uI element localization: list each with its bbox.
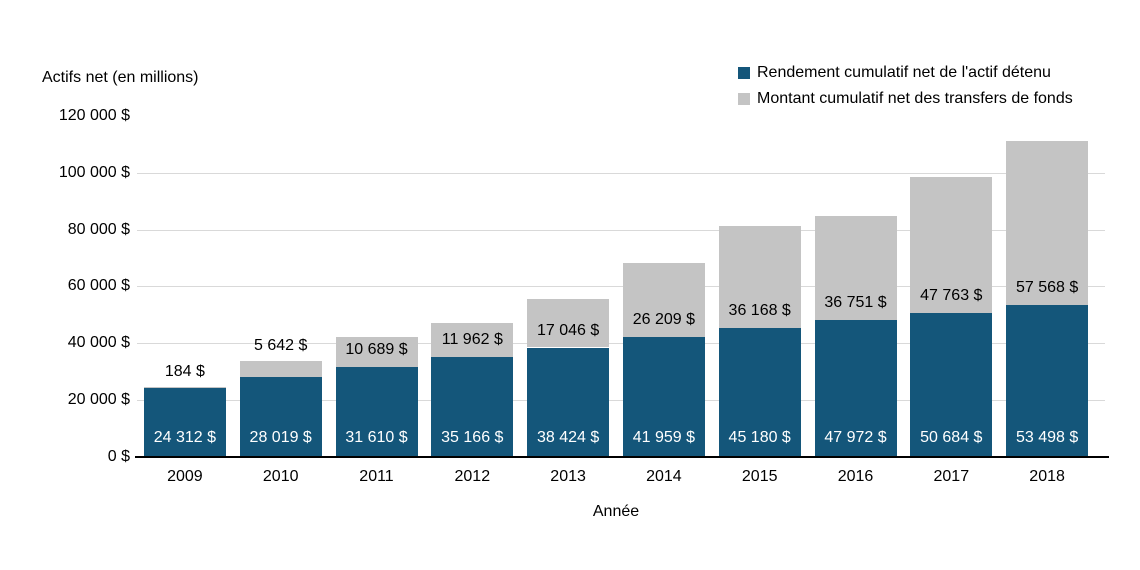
x-axis-line bbox=[135, 455, 1109, 458]
gridline bbox=[137, 172, 1105, 174]
bar-2012-montant bbox=[431, 322, 514, 357]
bar-2013-montant bbox=[527, 299, 610, 348]
y-axis-tick-label: 20 000 $ bbox=[67, 390, 130, 408]
bar-2016-rendement bbox=[814, 320, 897, 457]
bar-2018-rendement bbox=[1006, 304, 1089, 457]
bar-2009-rendement bbox=[143, 387, 226, 457]
y-axis-title: Actifs net (en millions) bbox=[42, 69, 199, 86]
bar-2012-rendement-label: 35 166 $ bbox=[441, 428, 504, 446]
bar-2011-rendement-label: 31 610 $ bbox=[345, 428, 408, 446]
bar-2017-montant bbox=[910, 177, 993, 313]
y-axis-tick-label: 40 000 $ bbox=[67, 334, 130, 351]
bar-2014-rendement bbox=[622, 337, 705, 457]
x-axis-title: Année bbox=[592, 503, 640, 520]
x-axis-tick-label: 2011 bbox=[359, 467, 394, 485]
y-axis-tick-label: 0 $ bbox=[107, 447, 130, 465]
bar-2013-rendement bbox=[527, 347, 610, 457]
bar-2016-rendement-label: 47 972 $ bbox=[824, 428, 887, 446]
x-axis-tick-label: 2012 bbox=[454, 467, 491, 485]
bar-2010-rendement bbox=[239, 377, 322, 457]
bar-2015-rendement bbox=[718, 328, 801, 457]
bar-2017-rendement-label: 50 684 $ bbox=[920, 428, 983, 446]
x-axis-tick-label: 2013 bbox=[550, 467, 586, 485]
bar-2011-montant-label: 10 689 $ bbox=[345, 340, 408, 358]
bar-2013-montant-label: 17 046 $ bbox=[536, 321, 600, 339]
y-axis-tick-label: 100 000 $ bbox=[58, 163, 130, 181]
bar-2010-montant-label: 5 642 $ bbox=[253, 337, 308, 354]
bar-2017-rendement bbox=[910, 312, 993, 457]
bar-2015-montant-label: 36 168 $ bbox=[728, 302, 791, 320]
legend-item-rendement: Rendement cumulatif net de l'actif déten… bbox=[738, 64, 1051, 82]
bar-2016-montant bbox=[814, 216, 897, 321]
x-axis-tick-label: 2014 bbox=[646, 467, 682, 485]
legend-swatch-rendement bbox=[738, 67, 750, 79]
bar-2009-montant bbox=[143, 386, 226, 388]
y-axis-tick-label: 120 000 $ bbox=[58, 107, 130, 124]
x-axis-tick-label: 2015 bbox=[741, 467, 778, 485]
x-axis-tick-label: 2017 bbox=[933, 467, 970, 485]
bar-2015-montant bbox=[718, 225, 801, 329]
bar-2016-montant-label: 36 751 $ bbox=[824, 294, 887, 312]
bar-2014-montant-label: 26 209 $ bbox=[632, 311, 696, 329]
x-axis-tick-label: 2009 bbox=[167, 467, 203, 485]
y-axis-tick-label: 60 000 $ bbox=[67, 277, 130, 295]
bar-2011-rendement bbox=[335, 366, 418, 457]
bar-2018-rendement-label: 53 498 $ bbox=[1015, 428, 1079, 446]
x-axis-tick-label: 2018 bbox=[1029, 467, 1065, 485]
bar-2017-montant-label: 47 763 $ bbox=[920, 286, 983, 304]
bar-2015-rendement-label: 45 180 $ bbox=[728, 428, 791, 446]
legend-label-rendement: Rendement cumulatif net de l'actif déten… bbox=[757, 64, 1051, 81]
bar-2014-montant bbox=[622, 263, 705, 338]
bar-2009-montant-label: 184 $ bbox=[164, 362, 205, 380]
bar-2018-montant-label: 57 568 $ bbox=[1015, 278, 1079, 296]
bar-2014-rendement-label: 41 959 $ bbox=[632, 428, 696, 446]
gridline bbox=[137, 343, 1105, 344]
bar-2018-montant bbox=[1006, 141, 1089, 305]
bar-2009-rendement-label: 24 312 $ bbox=[153, 428, 217, 446]
legend-item-montant: Montant cumulatif net des transfers de f… bbox=[738, 90, 1073, 108]
gridline bbox=[137, 286, 1105, 288]
bar-2012-montant-label: 11 962 $ bbox=[441, 330, 503, 348]
x-axis-tick-label: 2016 bbox=[837, 467, 874, 485]
bar-2011-montant bbox=[335, 336, 418, 367]
y-axis-tick-label: 80 000 $ bbox=[67, 220, 130, 238]
gridline bbox=[137, 229, 1105, 231]
bar-2010-montant bbox=[239, 361, 322, 377]
legend-swatch-montant bbox=[738, 93, 750, 105]
gridline bbox=[137, 399, 1105, 401]
x-axis-tick-label: 2010 bbox=[262, 467, 299, 485]
bar-2010-rendement-label: 28 019 $ bbox=[249, 428, 312, 446]
bar-2012-rendement bbox=[431, 356, 514, 457]
bar-2013-rendement-label: 38 424 $ bbox=[536, 428, 600, 446]
legend-label-montant: Montant cumulatif net des transfers de f… bbox=[757, 90, 1073, 107]
